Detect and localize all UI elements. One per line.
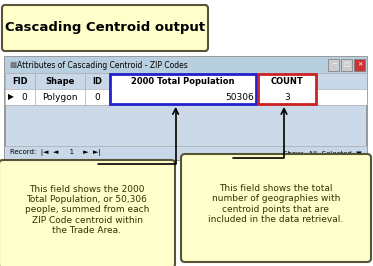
FancyBboxPatch shape xyxy=(5,146,367,160)
FancyBboxPatch shape xyxy=(5,89,367,105)
FancyBboxPatch shape xyxy=(5,57,367,160)
Text: ▦: ▦ xyxy=(9,60,16,69)
FancyBboxPatch shape xyxy=(258,74,316,104)
Text: 50306: 50306 xyxy=(225,93,254,102)
Text: 3: 3 xyxy=(284,93,290,102)
Text: Polygon: Polygon xyxy=(42,93,78,102)
Text: 2000 Total Population: 2000 Total Population xyxy=(131,77,235,85)
Text: Shape: Shape xyxy=(45,77,75,85)
Text: Record:  |◄  ◄     1    ►  ►|: Record: |◄ ◄ 1 ► ►| xyxy=(10,149,101,156)
FancyBboxPatch shape xyxy=(328,59,339,71)
Text: COUNT: COUNT xyxy=(271,77,303,85)
Text: 0: 0 xyxy=(21,93,27,102)
FancyBboxPatch shape xyxy=(354,59,365,71)
FancyBboxPatch shape xyxy=(181,154,371,262)
Text: 0: 0 xyxy=(94,93,100,102)
Text: This field shows the 2000
Total Population, or 50,306
people, summed from each
Z: This field shows the 2000 Total Populati… xyxy=(25,185,149,235)
Text: This field shows the total
number of geographies with
centroid points that are
i: This field shows the total number of geo… xyxy=(209,184,344,224)
Text: FID: FID xyxy=(12,77,28,85)
FancyBboxPatch shape xyxy=(5,57,367,73)
Text: ID: ID xyxy=(92,77,102,85)
Text: Attributes of Cascading Centroid - ZIP Codes: Attributes of Cascading Centroid - ZIP C… xyxy=(17,60,188,69)
Text: Show:  All  Selected  ▼: Show: All Selected ▼ xyxy=(283,150,362,156)
Text: ▶: ▶ xyxy=(8,93,14,102)
FancyBboxPatch shape xyxy=(5,73,367,89)
FancyBboxPatch shape xyxy=(341,59,352,71)
FancyBboxPatch shape xyxy=(110,74,256,104)
FancyBboxPatch shape xyxy=(0,160,175,266)
Text: □: □ xyxy=(344,63,350,68)
Text: ─: ─ xyxy=(332,63,335,68)
Text: Cascading Centroid output: Cascading Centroid output xyxy=(5,22,205,35)
Text: ✕: ✕ xyxy=(357,63,362,68)
FancyBboxPatch shape xyxy=(2,5,208,51)
